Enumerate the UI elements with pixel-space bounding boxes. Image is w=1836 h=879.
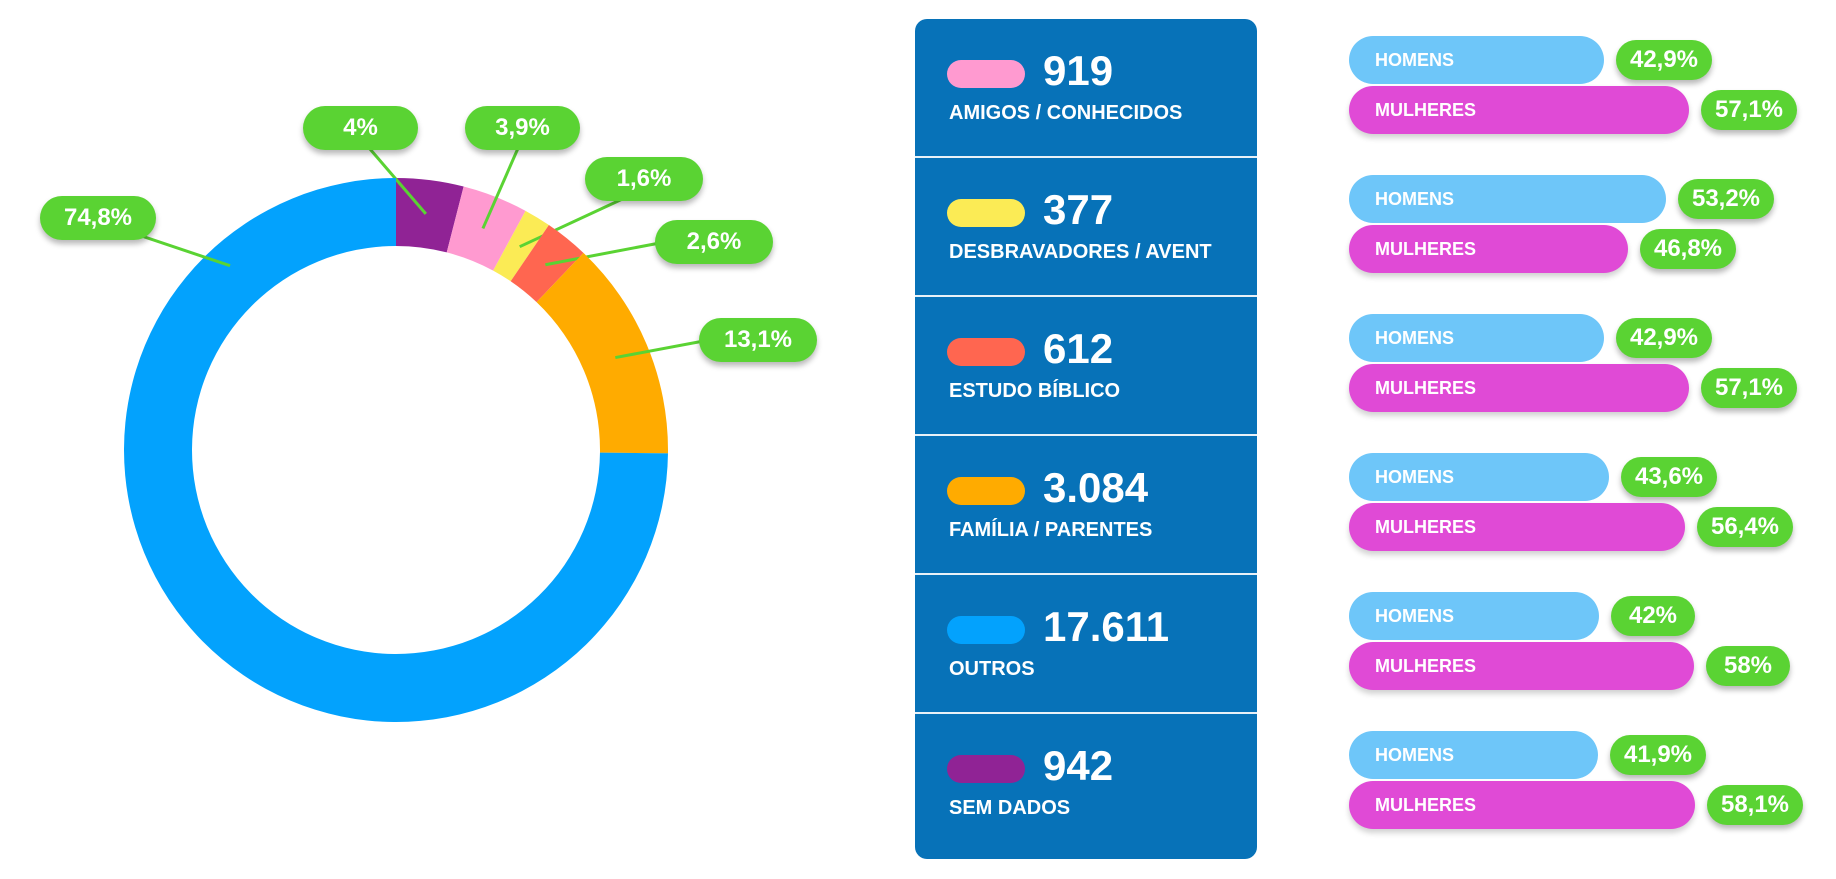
leader-line bbox=[359, 137, 427, 215]
slice-percent-label: 2,6% bbox=[655, 220, 773, 264]
legend-swatch bbox=[947, 199, 1025, 227]
legend-row: 942 SEM DADOS bbox=[915, 714, 1257, 853]
legend-panel: 919 AMIGOS / CONHECIDOS 377 DESBRAVADORES /… bbox=[915, 19, 1257, 859]
donut-slice-fam-lia-parentes bbox=[536, 252, 668, 454]
mulheres-percent-label: 56,4% bbox=[1697, 507, 1793, 547]
mulheres-bar: MULHERES bbox=[1349, 781, 1695, 829]
mulheres-percent-label: 58% bbox=[1706, 646, 1790, 686]
legend-category-name: FAMÍLIA / PARENTES bbox=[949, 519, 1153, 541]
mulheres-bar: MULHERES bbox=[1349, 503, 1685, 551]
donut-slice-amigos-conhecidos bbox=[446, 186, 526, 271]
homens-percent-label: 53,2% bbox=[1678, 179, 1774, 219]
homens-bar: HOMENS bbox=[1349, 175, 1666, 223]
homens-bar: HOMENS bbox=[1349, 453, 1609, 501]
donut-chart bbox=[117, 137, 710, 722]
legend-swatch bbox=[947, 60, 1025, 88]
mulheres-percent-label: 58,1% bbox=[1707, 785, 1803, 825]
legend-swatch bbox=[947, 477, 1025, 505]
legend-count: 942 bbox=[1043, 742, 1114, 789]
legend-category-name: ESTUDO BÍBLICO bbox=[949, 380, 1121, 402]
mulheres-bar: MULHERES bbox=[1349, 86, 1689, 134]
leader-line bbox=[481, 137, 524, 230]
homens-bar: HOMENS bbox=[1349, 592, 1599, 640]
mulheres-percent-label: 57,1% bbox=[1701, 368, 1797, 408]
legend-swatch bbox=[947, 755, 1025, 783]
leader-line bbox=[615, 338, 710, 360]
legend-row: 612 ESTUDO BÍBLICO bbox=[915, 297, 1257, 436]
legend-count: 612 bbox=[1043, 325, 1114, 372]
mulheres-bar: MULHERES bbox=[1349, 225, 1628, 273]
slice-percent-label: 1,6% bbox=[585, 157, 703, 201]
homens-percent-label: 42% bbox=[1611, 596, 1695, 636]
legend-count: 17.611 bbox=[1043, 603, 1170, 650]
homens-percent-label: 42,9% bbox=[1616, 318, 1712, 358]
legend-swatch bbox=[947, 616, 1025, 644]
legend-row: 3.084 FAMÍLIA / PARENTES bbox=[915, 436, 1257, 575]
leader-line bbox=[545, 240, 666, 267]
mulheres-percent-label: 57,1% bbox=[1701, 90, 1797, 130]
mulheres-bar: MULHERES bbox=[1349, 642, 1694, 690]
homens-percent-label: 43,6% bbox=[1621, 457, 1717, 497]
slice-percent-label: 13,1% bbox=[699, 318, 817, 362]
homens-bar: HOMENS bbox=[1349, 314, 1604, 362]
legend-row: 17.611 OUTROS bbox=[915, 575, 1257, 714]
legend-category-name: OUTROS bbox=[949, 658, 1035, 680]
legend-category-name: DESBRAVADORES / AVENT bbox=[949, 241, 1212, 263]
mulheres-bar: MULHERES bbox=[1349, 364, 1689, 412]
legend-row: 377 DESBRAVADORES / AVENT bbox=[915, 158, 1257, 297]
homens-percent-label: 41,9% bbox=[1610, 735, 1706, 775]
slice-percent-label: 4% bbox=[303, 106, 418, 150]
legend-swatch bbox=[947, 338, 1025, 366]
slice-percent-label: 3,9% bbox=[465, 106, 580, 150]
legend-count: 377 bbox=[1043, 186, 1114, 233]
legend-category-name: SEM DADOS bbox=[949, 797, 1071, 819]
slice-percent-label: 74,8% bbox=[40, 196, 156, 240]
legend-row: 919 AMIGOS / CONHECIDOS bbox=[915, 19, 1257, 158]
homens-percent-label: 42,9% bbox=[1616, 40, 1712, 80]
legend-count: 919 bbox=[1043, 47, 1114, 94]
legend-category-name: AMIGOS / CONHECIDOS bbox=[949, 102, 1183, 124]
homens-bar: HOMENS bbox=[1349, 36, 1604, 84]
homens-bar: HOMENS bbox=[1349, 731, 1598, 779]
legend-count: 3.084 bbox=[1043, 464, 1149, 511]
mulheres-percent-label: 46,8% bbox=[1640, 229, 1736, 269]
